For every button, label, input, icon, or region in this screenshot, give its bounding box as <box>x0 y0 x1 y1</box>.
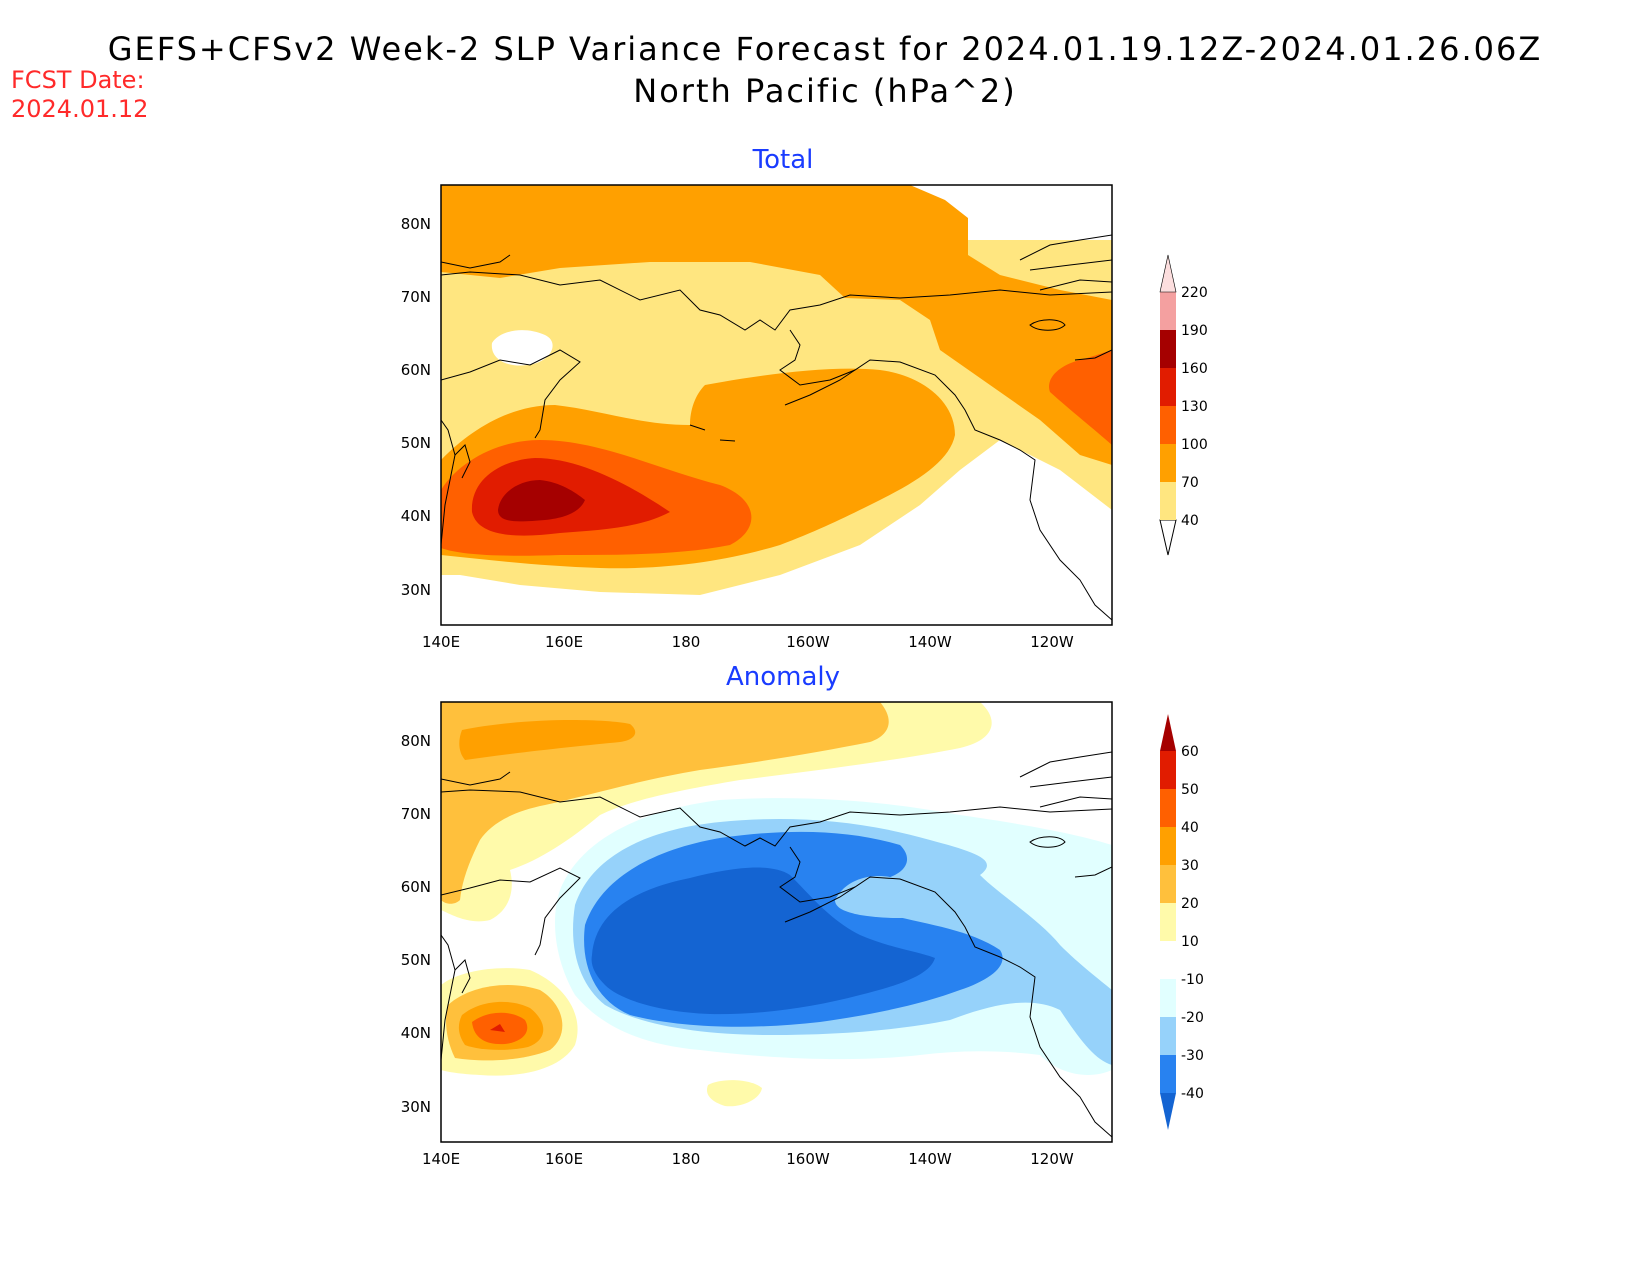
anomaly-colorbar-swatch <box>1160 751 1176 789</box>
anomaly-lat-axis: 80N 70N 60N 50N 40N 30N <box>401 732 431 1116</box>
total-colorbar-swatch <box>1160 444 1176 482</box>
anomaly-colorbar-swatch <box>1160 941 1176 979</box>
anomaly-colorbar-label: -40 <box>1181 1086 1204 1102</box>
total-colorbar-label: 190 <box>1181 323 1208 339</box>
total-lon-label: 120W <box>1030 633 1074 651</box>
map-subtitle: North Pacific (hPa^2) <box>633 72 1017 110</box>
anomaly-colorbar-label: 10 <box>1181 934 1199 950</box>
total-lon-label: 140W <box>908 633 952 651</box>
total-shaded-contours <box>441 185 1112 621</box>
anomaly-lat-label: 30N <box>401 1098 431 1116</box>
total-colorbar: 40 70 100 130 160 190 220 <box>1159 254 1208 556</box>
total-low-pocket <box>491 330 553 366</box>
total-colorbar-swatch <box>1160 330 1176 368</box>
anomaly-colorbar-label: 40 <box>1181 820 1199 836</box>
anomaly-lat-label: 40N <box>401 1024 431 1042</box>
anomaly-colorbar-swatch <box>1160 979 1176 1017</box>
anomaly-colorbar-swatch <box>1160 1055 1176 1093</box>
anomaly-colorbar-swatch <box>1160 865 1176 903</box>
total-lat-label: 30N <box>401 581 431 599</box>
total-colorbar-label: 130 <box>1181 399 1208 415</box>
total-colorbar-swatch <box>1160 292 1176 330</box>
total-band-70-100-north <box>441 185 1112 465</box>
total-lat-label: 50N <box>401 434 431 452</box>
anomaly-colorbar-label: 20 <box>1181 896 1199 912</box>
total-band-160-190 <box>498 480 585 522</box>
anomaly-panel-title: Anomaly <box>725 662 841 692</box>
anomaly-lon-label: 140E <box>422 1150 460 1168</box>
anomaly-lat-label: 70N <box>401 805 431 823</box>
map-title: GEFS+CFSv2 Week-2 SLP Variance Forecast … <box>107 30 1543 68</box>
anomaly-map-frame <box>440 701 1113 1143</box>
anomaly-lon-label: 160E <box>545 1150 583 1168</box>
fcst-date-value: 2024.01.12 <box>11 95 149 123</box>
anomaly-colorbar-label: 30 <box>1181 858 1199 874</box>
anomaly-lat-label: 50N <box>401 951 431 969</box>
anomaly-colorbar-swatch <box>1160 827 1176 865</box>
total-lon-label: 140E <box>422 633 460 651</box>
total-lat-label: 60N <box>401 361 431 379</box>
total-colorbar-label: 100 <box>1181 437 1208 453</box>
anomaly-colorbar-swatch <box>1160 1017 1176 1055</box>
anomaly-band-50-60-sw <box>490 1024 505 1032</box>
total-lon-label: 180 <box>672 633 701 651</box>
anomaly-colorbar-swatch <box>1160 903 1176 941</box>
fcst-date-label: FCST Date: <box>11 66 145 94</box>
total-colorbar-label: 220 <box>1181 285 1208 301</box>
anomaly-colorbar-label: -30 <box>1181 1048 1204 1064</box>
total-colorbar-label: 160 <box>1181 361 1208 377</box>
anomaly-lon-axis: 140E 160E 180 160W 140W 120W <box>422 1150 1074 1168</box>
anomaly-shaded-contours <box>441 702 1112 1138</box>
anomaly-band-below-neg40 <box>591 867 935 1015</box>
anomaly-lat-label: 80N <box>401 732 431 750</box>
anomaly-alaska-pocket <box>835 876 927 919</box>
total-colorbar-swatch <box>1160 482 1176 520</box>
total-coastlines <box>441 234 1112 621</box>
total-colorbar-swatch <box>1160 406 1176 444</box>
anomaly-colorbar-label: 60 <box>1181 744 1199 760</box>
anomaly-lon-label: 140W <box>908 1150 952 1168</box>
fcst-date-block: FCST Date: 2024.01.12 <box>11 66 148 124</box>
anomaly-lon-label: 160W <box>786 1150 830 1168</box>
total-map-panel: 80N 70N 60N 50N 40N 30N 140E 160E 180 16… <box>401 184 1208 651</box>
total-band-100-130-east <box>1049 350 1112 445</box>
anomaly-band-10-20-south <box>706 1080 762 1107</box>
anomaly-band-20-30-north <box>441 702 889 904</box>
anomaly-lon-label: 120W <box>1030 1150 1074 1168</box>
anomaly-colorbar-swatch <box>1160 789 1176 827</box>
anomaly-colorbar: -40 -30 -20 -10 10 20 30 40 50 60 <box>1160 714 1204 1130</box>
total-panel-title: Total <box>752 145 814 175</box>
total-lon-label: 160E <box>545 633 583 651</box>
total-lat-axis: 80N 70N 60N 50N 40N 30N <box>401 215 431 599</box>
total-lat-label: 80N <box>401 215 431 233</box>
anomaly-colorbar-label: 50 <box>1181 782 1199 798</box>
anomaly-lat-label: 60N <box>401 878 431 896</box>
anomaly-map-panel: 80N 70N 60N 50N 40N 30N 140E 160E 180 16… <box>401 701 1204 1168</box>
anomaly-lon-label: 180 <box>672 1150 701 1168</box>
total-lon-axis: 140E 160E 180 160W 140W 120W <box>422 633 1074 651</box>
total-lat-label: 70N <box>401 288 431 306</box>
anomaly-coastlines <box>441 751 1112 1138</box>
total-lat-label: 40N <box>401 507 431 525</box>
anomaly-colorbar-label: -10 <box>1181 972 1204 988</box>
total-map-frame <box>440 184 1113 626</box>
total-lon-label: 160W <box>786 633 830 651</box>
anomaly-colorbar-label: -20 <box>1181 1010 1204 1026</box>
anomaly-band-30-40-north <box>459 720 636 760</box>
total-colorbar-swatch <box>1160 368 1176 406</box>
total-colorbar-label: 40 <box>1181 513 1199 529</box>
total-colorbar-label: 70 <box>1181 475 1199 491</box>
